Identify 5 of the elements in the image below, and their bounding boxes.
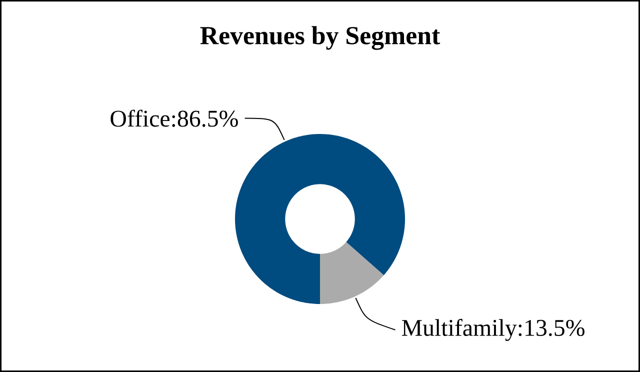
data-label: :13.5% xyxy=(518,320,584,336)
slice-label: Multifamily xyxy=(402,318,517,341)
chart-title: Revenues by Segment xyxy=(200,26,440,50)
data-label: :86.5% xyxy=(172,110,238,127)
slice-label: Office xyxy=(110,110,170,127)
